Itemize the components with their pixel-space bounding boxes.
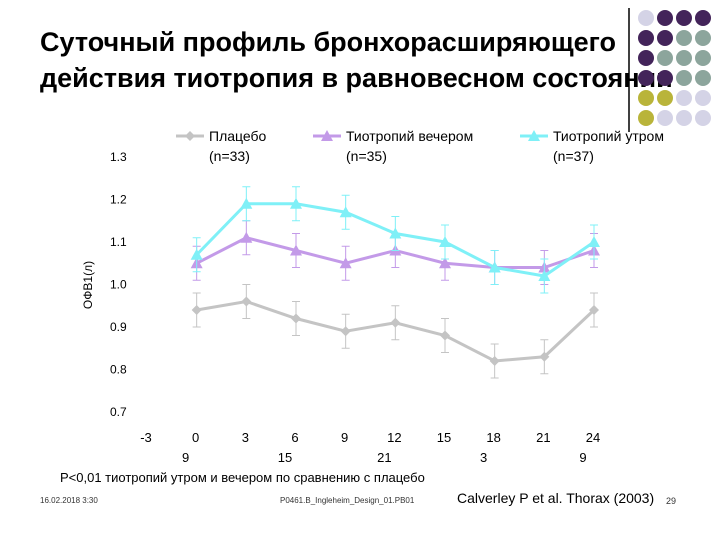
legend-n: (n=33) [209,148,250,164]
legend-item-2: Тиотропий утром (n=37) [520,128,664,164]
decor-dot [657,10,673,26]
decor-dot [657,50,673,66]
data-point [339,206,352,218]
legend-item-0: Плацебо (n=33) [176,128,267,164]
data-point [539,351,550,362]
legend-label: Плацебо [209,128,267,144]
decor-dot [676,110,692,126]
decor-dot [657,70,673,86]
decor-dot [695,10,711,26]
x-tick-label: 6 [291,430,298,445]
data-point [339,257,352,269]
x-tick-label-clock: 9 [182,450,189,465]
data-point [191,305,202,315]
y-axis-ticks: 0.7 0.8 0.9 1.0 1.1 1.2 1.3 [110,150,127,419]
data-point [291,313,301,324]
series-0 [191,284,599,379]
slide-title-line-2: действия тиотропия в равновесном состоян… [40,63,673,93]
x-tick-label-clock: 15 [278,450,292,465]
data-point [340,326,351,337]
data-point [538,270,551,281]
y-tick-label: 0.9 [110,320,127,334]
data-point [241,296,252,307]
x-tick-label: 21 [536,430,550,445]
y-tick-label: 0.8 [110,363,127,377]
decor-dot [638,50,654,66]
x-tick-label: 9 [341,430,348,445]
x-tick-label: -3 [140,430,152,445]
data-point [190,248,203,260]
y-tick-label: 1.1 [110,235,127,249]
legend-item-1: Тиотропий вечером (n=35) [313,128,473,164]
decor-dot [638,110,654,126]
y-tick-label: 0.7 [110,405,127,419]
x-tick-label-clock: 3 [480,450,487,465]
x-tick-label: 18 [486,430,500,445]
decor-dot [657,30,673,46]
decor-dot [657,110,673,126]
data-point [240,197,253,209]
x-tick-label: 12 [387,430,401,445]
decor-dot [695,110,711,126]
data-point [240,231,253,243]
data-point [439,257,451,269]
data-point [290,244,302,256]
x-tick-label: 24 [586,430,600,445]
decor-dot [676,30,692,46]
data-point [389,227,402,239]
citation: Calverley P et al. Thorax (2003) [457,490,655,506]
x-tick-label-clock: 21 [377,450,391,465]
x-tick-label-clock: 9 [579,450,586,465]
decor-dot [695,50,711,66]
data-point [488,261,501,273]
x-axis-ticks: -3 0 3 6 9 12 15 18 21 249 15 21 3 9 [140,430,600,465]
decor-dot [638,10,654,26]
decor-dot [638,70,654,86]
x-tick-label: 0 [192,430,199,445]
decor-dot [695,90,711,106]
legend-label: Тиотропий вечером [346,128,473,144]
decor-dot [676,50,692,66]
slide-number: 29 [666,496,677,506]
data-point [489,356,500,366]
y-tick-label: 1.0 [110,278,127,292]
data-point [439,236,451,247]
document-id: P0461.B_Ingleheim_Design_01.PB01 [280,496,415,505]
decor-dot [638,90,654,106]
legend-marker [528,130,540,141]
decor-dot [676,70,692,86]
legend-label: Тиотропий утром [553,128,664,144]
significance-footnote: P<0,01 тиотропий утром и вечером по срав… [60,470,425,485]
slide-title-line-1: Суточный профиль бронхорасширяющего [40,27,617,57]
data-point [589,305,599,315]
decor-dot [638,30,654,46]
legend-n: (n=37) [553,148,594,164]
slide-title: Суточный профиль бронхорасширяющего дейс… [40,24,700,96]
decor-dot [695,70,711,86]
x-tick-label: 15 [437,430,451,445]
y-tick-label: 1.3 [110,150,127,164]
legend-n: (n=35) [346,148,387,164]
decorative-dot-grid [628,8,711,132]
chart-legend: Плацебо(n=33)Тиотропий вечером(n=35)Тиот… [176,128,664,164]
data-point [588,236,600,247]
decor-dot [676,90,692,106]
decor-dot [657,90,673,106]
y-tick-label: 1.2 [110,193,127,207]
decor-dot [676,10,692,26]
chart-series [190,186,600,379]
y-axis-label: ОФВ1(л) [81,261,95,309]
data-point [290,197,302,209]
x-tick-label: 3 [242,430,249,445]
legend-marker [321,130,333,141]
data-point [390,317,401,328]
decor-dot [695,30,711,46]
slide-date: 16.02.2018 3:30 [40,496,98,505]
series-2 [190,186,600,294]
data-point [440,330,450,341]
legend-marker [185,131,195,141]
